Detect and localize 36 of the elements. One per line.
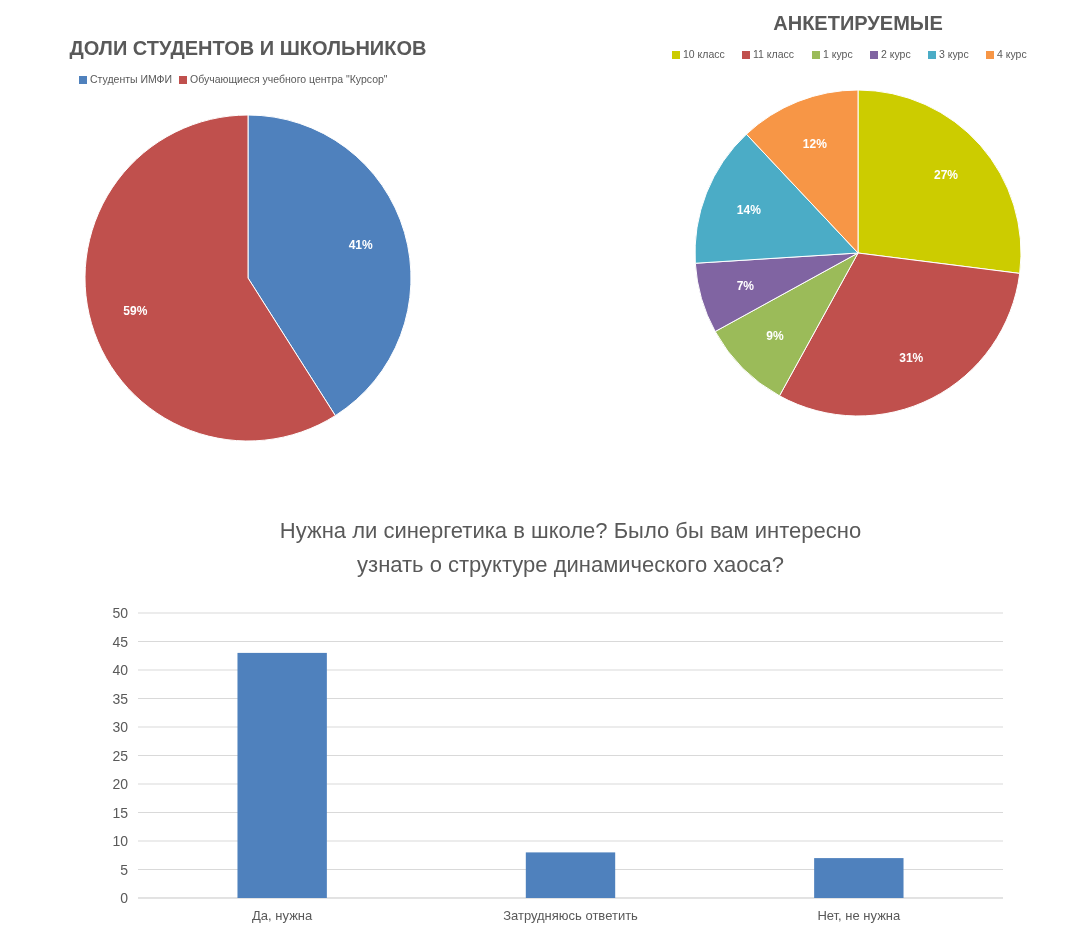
legend-label: Обучающиеся учебного центра "Курсор" [190,73,388,85]
data-label: 14% [736,202,762,217]
legend-label: 3 курс [939,48,969,60]
x-tick-label: Затрудняюсь ответить [503,908,639,923]
y-tick-label: 15 [112,804,129,821]
bar [814,858,904,898]
y-tick-label: 40 [112,662,129,678]
y-tick-label: 50 [112,605,129,621]
y-tick-label: 35 [112,690,129,707]
data-label: 7% [736,278,755,293]
y-tick-label: 45 [112,633,129,650]
y-tick-label: 5 [120,861,129,878]
chart-title: Нужна ли синергетика в школе? Было бы вам интересно узнать о структуре динамического хаоса? [279,518,862,577]
y-tick-label: 25 [112,747,129,764]
x-tick-label: Да, нужна [252,908,314,923]
legend-label: 11 класс [753,48,794,60]
legend-label: 10 класс [683,48,725,60]
data-label: 59% [123,303,148,318]
data-label: 31% [899,350,924,365]
legend-label: 4 курс [997,48,1027,60]
y-tick-label: 30 [112,719,129,735]
data-label: 27% [934,168,959,183]
y-tick-label: 0 [120,890,129,906]
data-label: 41% [348,238,374,253]
chart-title: ДОЛИ СТУДЕНТОВ И ШКОЛЬНИКОВ [69,37,427,59]
y-tick-label: 20 [112,776,129,792]
x-tick-label: Нет, не нужна [817,908,902,923]
data-label: 9% [766,328,785,343]
y-tick-label: 10 [112,833,129,849]
legend-label: Студенты ИМФИ [90,73,173,85]
chart-title: АНКЕТИРУЕМЫЕ [773,12,943,34]
bar [525,852,616,898]
data-label: 12% [802,136,828,151]
bar [237,652,327,898]
legend-label: 1 курс [823,48,853,60]
legend-label: 2 курс [881,48,911,60]
